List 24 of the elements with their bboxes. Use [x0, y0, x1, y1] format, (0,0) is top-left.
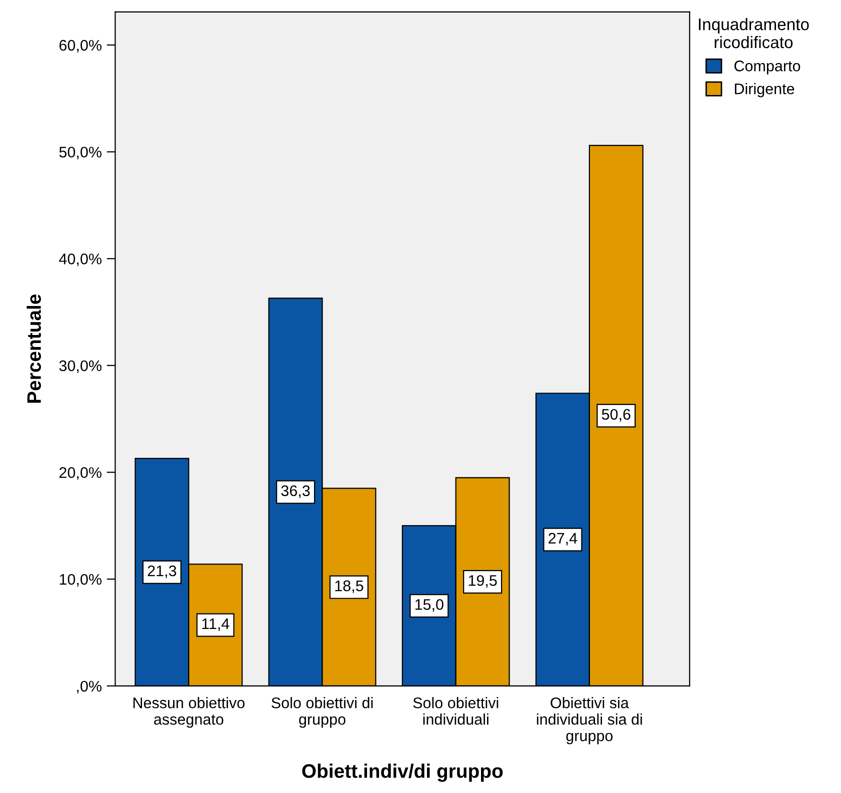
y-tick-label: 30,0%	[59, 360, 102, 373]
data-label: 11,4	[202, 618, 230, 631]
x-tick-label: Obiettivi sia individuali sia di gruppo	[536, 697, 642, 744]
legend-label: Comparto	[734, 60, 800, 74]
y-tick-label: 60,0%	[59, 40, 102, 52]
y-tick-label: 10,0%	[60, 574, 102, 587]
y-tick-label: 50,0%	[59, 146, 102, 160]
data-label: 21,3	[148, 565, 176, 578]
legend-title: Inquadramento ricodificato	[698, 18, 809, 48]
data-label: 27,4	[548, 532, 578, 546]
y-tick-label: 20,0%	[59, 467, 102, 480]
x-tick-label: Solo obiettivi individuali	[413, 697, 498, 725]
data-label: 19,5	[468, 575, 497, 588]
x-tick-label: Nessun obiettivo assegnato	[133, 697, 245, 728]
legend-label: Dirigente	[734, 83, 794, 98]
data-label: 15,0	[415, 599, 444, 612]
data-label: 50,6	[602, 408, 630, 422]
y-tick-label: ,0%	[77, 680, 102, 694]
x-axis-title: Obiett.indiv/di gruppo	[302, 764, 503, 782]
y-axis-title: Percentuale	[26, 294, 41, 403]
data-label: 18,5	[335, 580, 364, 594]
y-tick-label: 40,0%	[59, 254, 102, 266]
x-tick-label: Solo obiettivi di gruppo	[272, 697, 373, 728]
data-label: 36,3	[281, 485, 310, 498]
